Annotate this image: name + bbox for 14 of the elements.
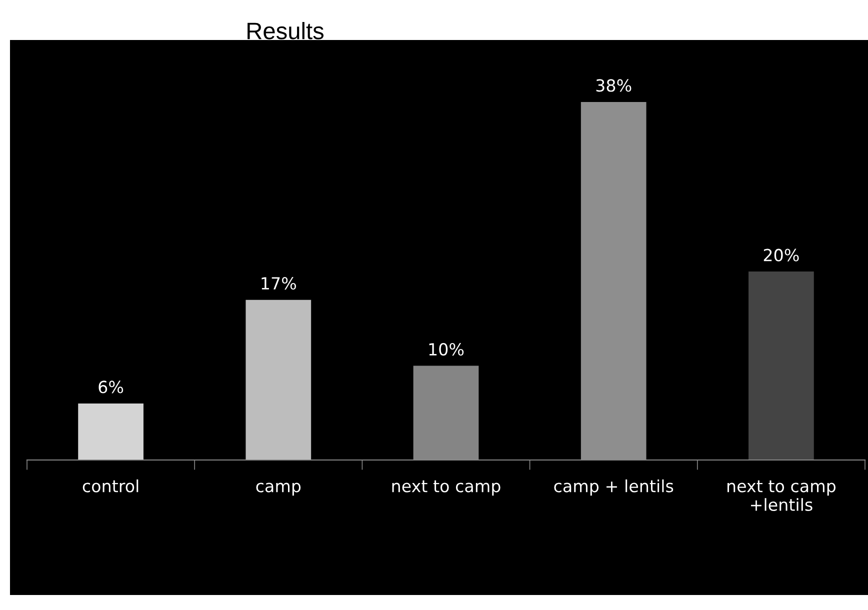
bar [748, 272, 814, 460]
x-tick-label: control [82, 479, 138, 492]
data-label: 20% [764, 248, 799, 262]
bar [78, 403, 144, 460]
x-tick-label: next to camp [392, 480, 500, 496]
data-label: 38% [596, 79, 632, 92]
x-tick-label: camp + lentils [554, 479, 674, 496]
x-tick-label: next to camp +lentils [727, 480, 836, 512]
x-tick-label: camp [256, 482, 301, 496]
bar [246, 300, 312, 460]
chart-title: Results [248, 22, 324, 40]
data-label: 6% [98, 380, 124, 394]
data-label: 10% [429, 342, 464, 356]
data-label: 17% [262, 277, 296, 290]
